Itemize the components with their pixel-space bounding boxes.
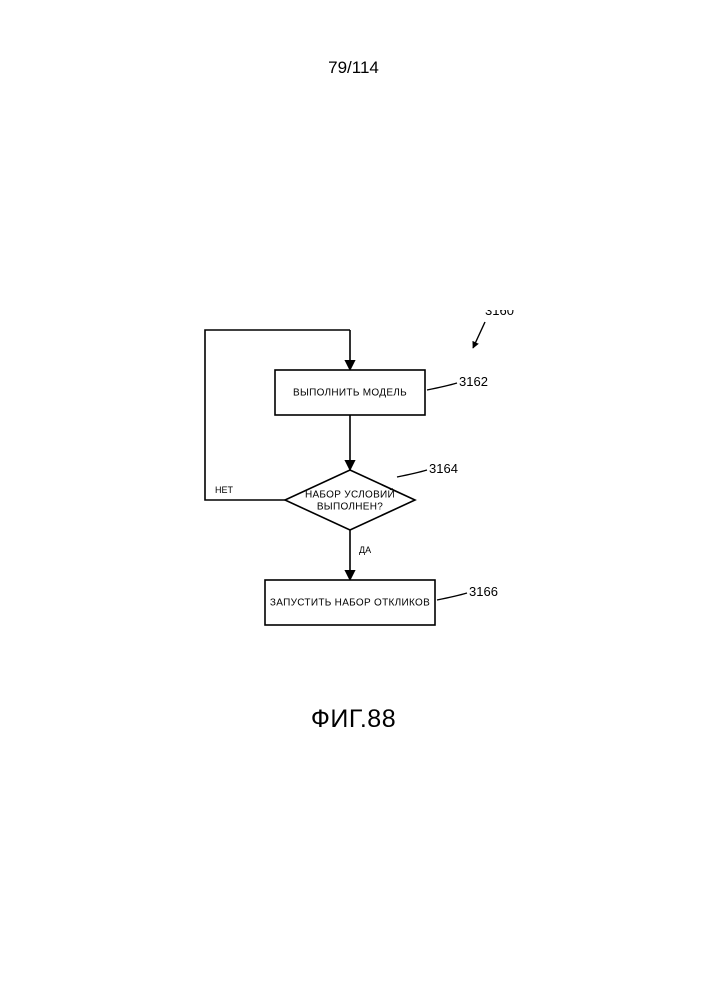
flowchart-svg: НЕТ ВЫПОЛНИТЬ МОДЕЛЬ НАБОР УСЛОВИЙ ВЫПОЛ… xyxy=(155,310,555,650)
edge-label-no: НЕТ xyxy=(215,485,234,495)
node-decision-label-2: ВЫПОЛНЕН? xyxy=(317,502,383,513)
node-process-2-label: ЗАПУСТИТЬ НАБОР ОТКЛИКОВ xyxy=(270,598,430,609)
node-process-1-label: ВЫПОЛНИТЬ МОДЕЛЬ xyxy=(293,388,407,399)
leader-3162 xyxy=(427,383,457,390)
leader-3160 xyxy=(473,322,485,348)
ref-3160: 3160 xyxy=(485,310,514,318)
leader-3166 xyxy=(437,593,467,600)
node-decision-label-1: НАБОР УСЛОВИЙ xyxy=(305,488,395,501)
page: 79/114 НЕТ ВЫПОЛНИТЬ МОДЕЛЬ НАБОР УСЛОВИ… xyxy=(0,0,707,1000)
page-number: 79/114 xyxy=(0,58,707,78)
edge-label-yes: ДА xyxy=(359,545,371,555)
leader-3164 xyxy=(397,470,427,477)
figure-caption: ФИГ.88 xyxy=(0,705,707,734)
ref-3162: 3162 xyxy=(459,374,488,389)
ref-3166: 3166 xyxy=(469,584,498,599)
ref-3164: 3164 xyxy=(429,461,458,476)
